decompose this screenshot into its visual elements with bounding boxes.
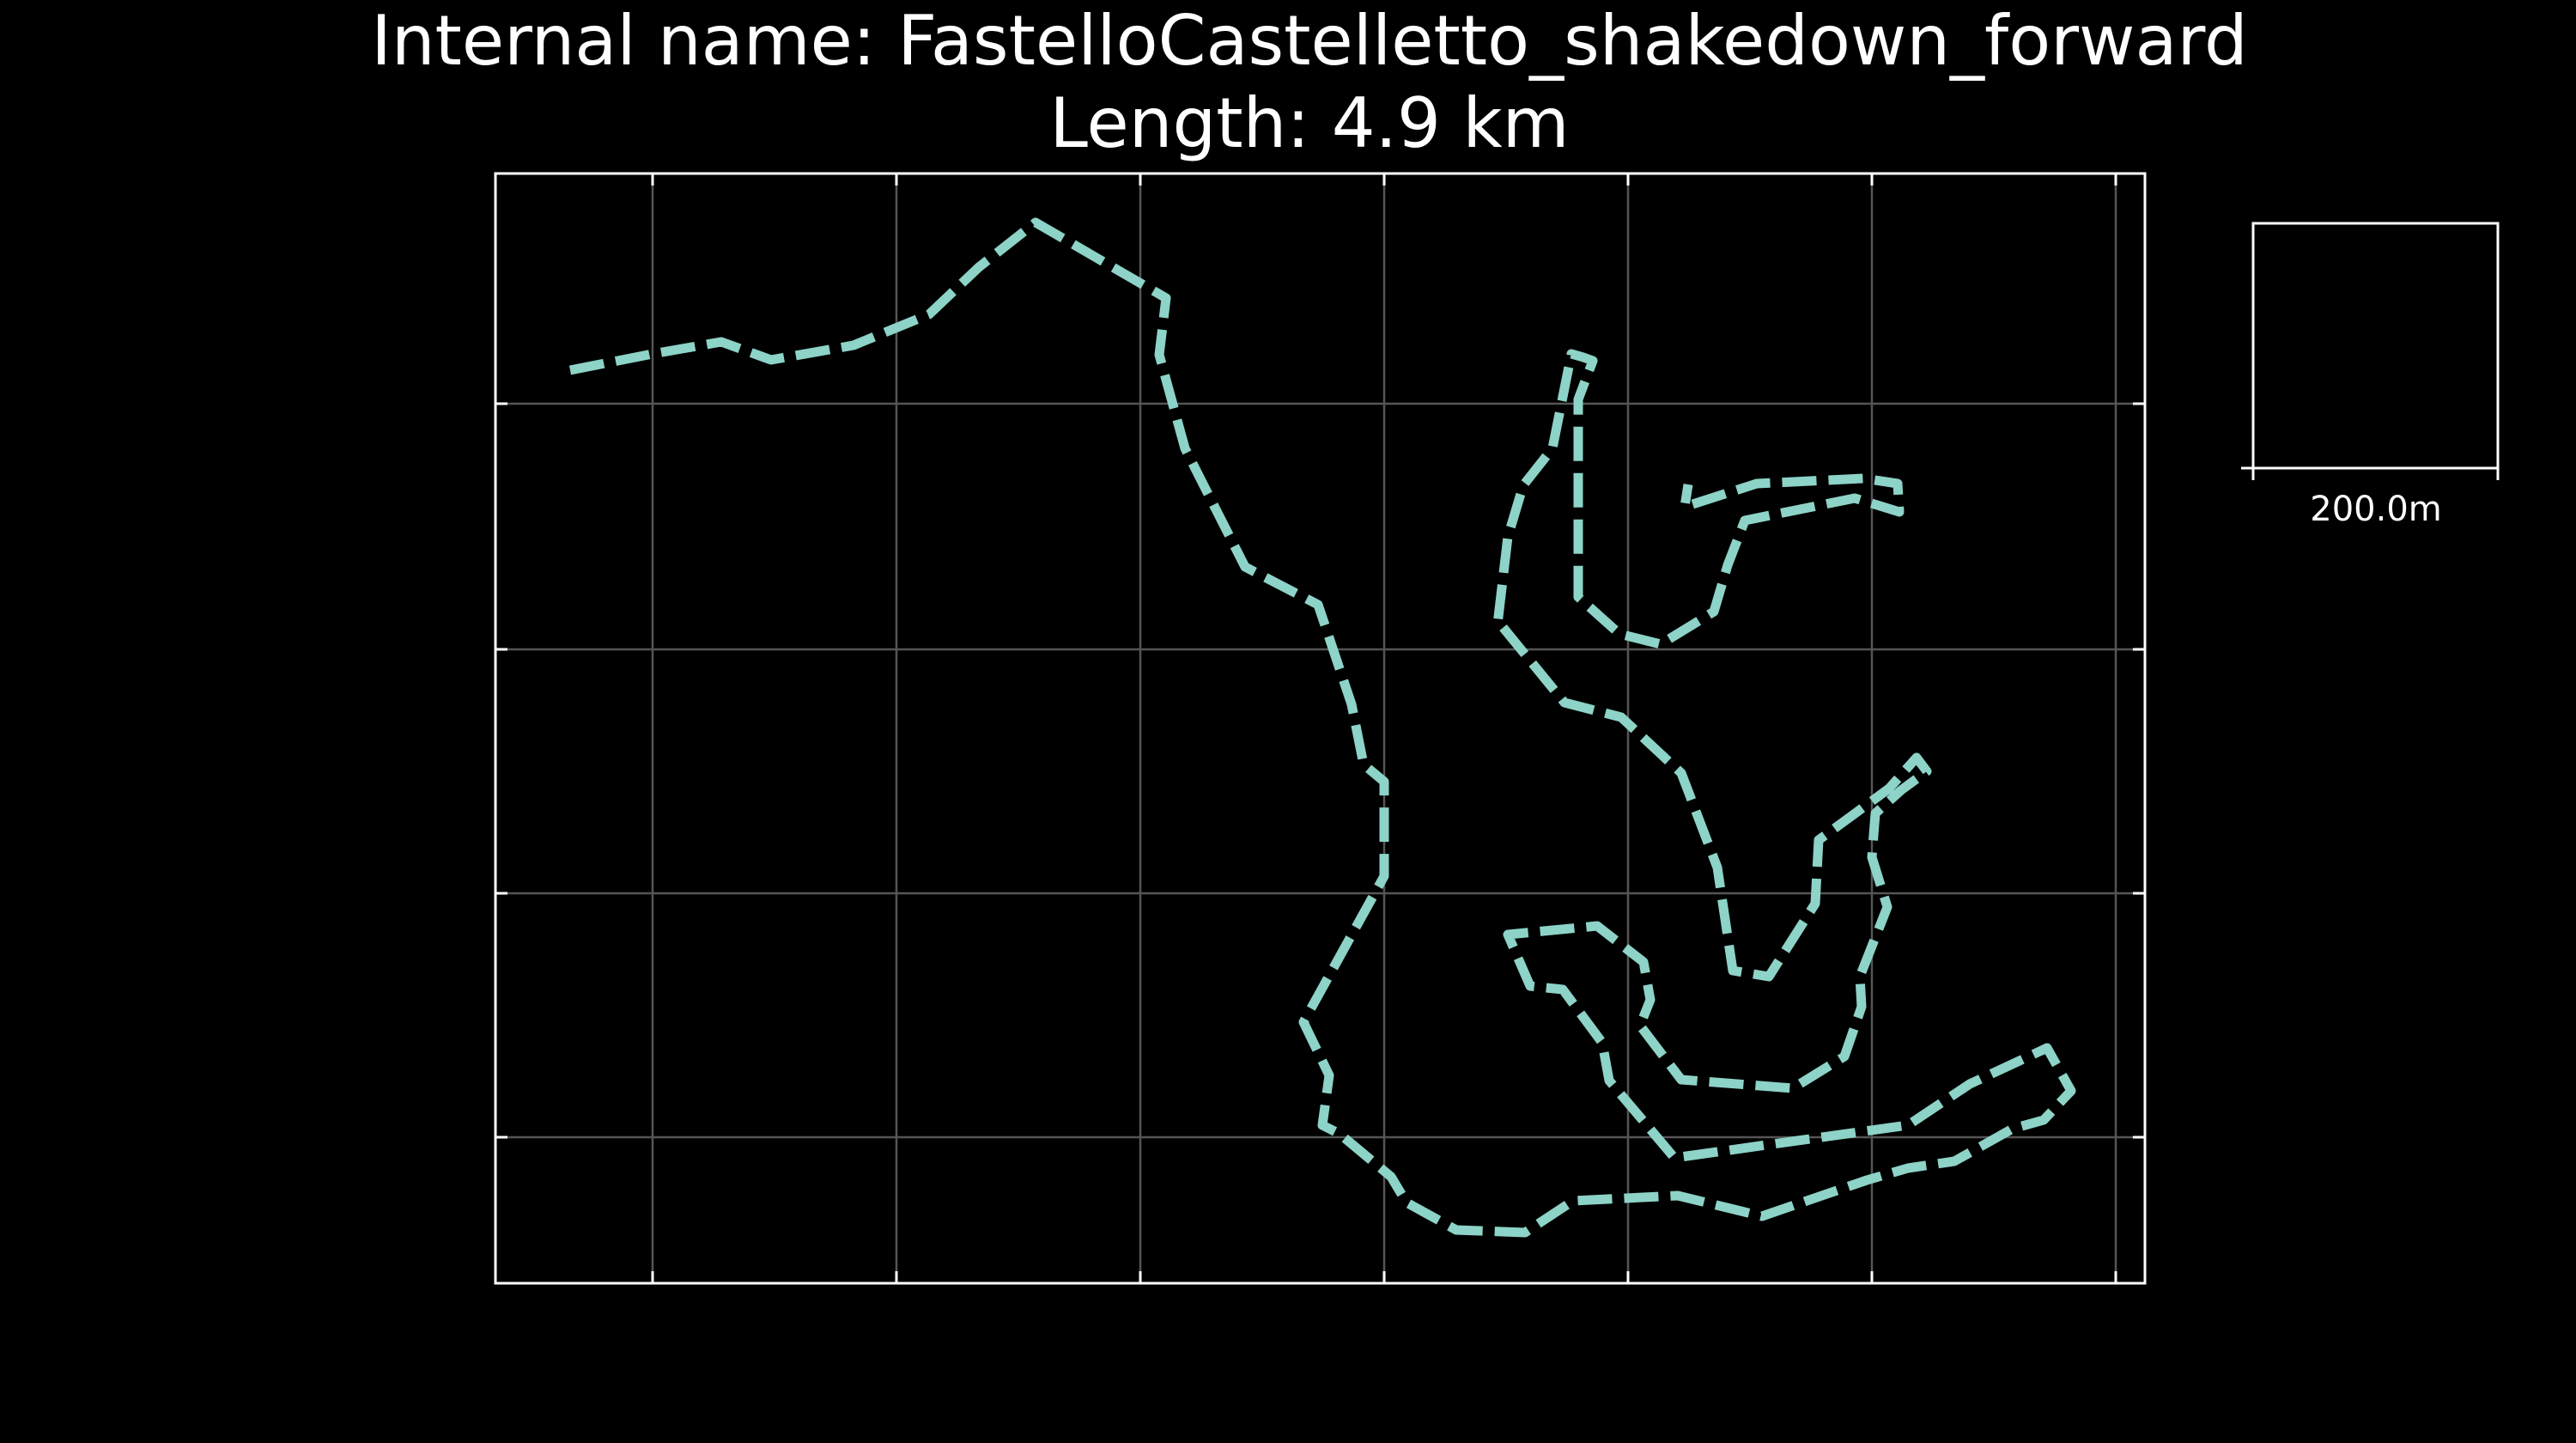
scale-bar-box [2253,223,2498,468]
scale-bar: 200.0m [2241,223,2498,529]
scale-bar-label: 200.0m [2310,490,2441,529]
